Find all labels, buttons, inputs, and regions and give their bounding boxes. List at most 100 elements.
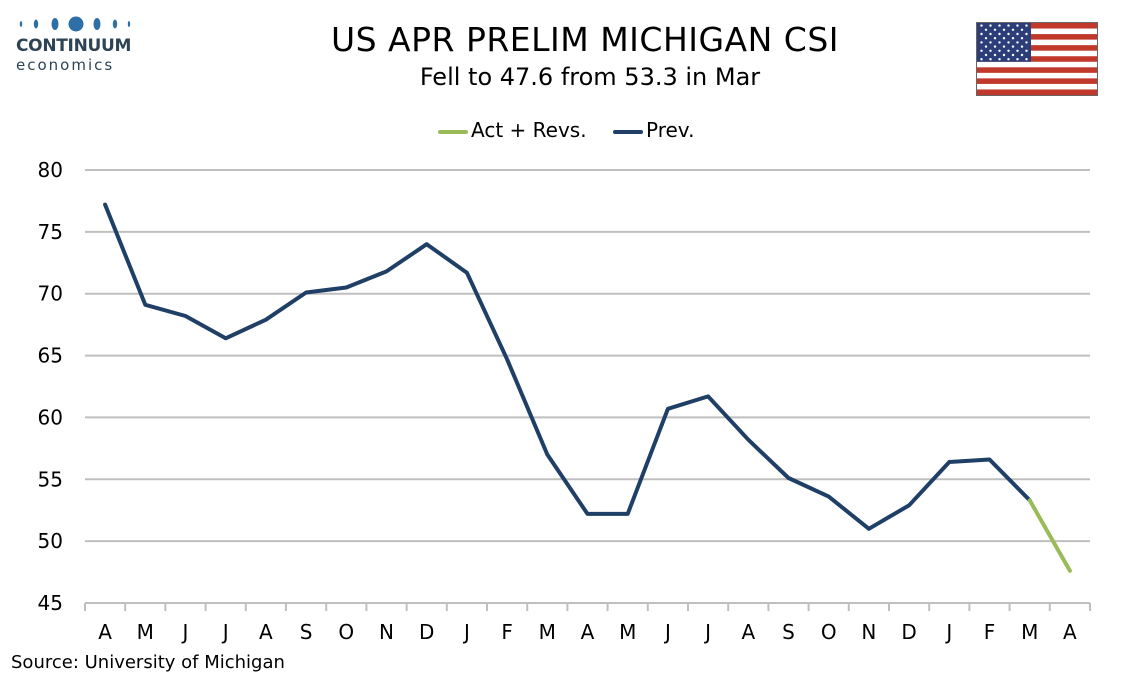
- grid-lines: [85, 169, 1090, 543]
- flag-star: [1002, 45, 1006, 48]
- flag-star: [1007, 32, 1010, 36]
- logo-dots-icon: [19, 16, 131, 32]
- flag-star: [984, 45, 988, 48]
- x-tick-label: F: [501, 620, 513, 644]
- flag-star: [984, 53, 988, 57]
- flag-star: [1025, 24, 1028, 27]
- x-tick-label: M: [619, 620, 636, 644]
- flag-star: [984, 28, 988, 31]
- chart-subtitle: Fell to 47.6 from 53.3 in Mar: [419, 63, 761, 91]
- x-tick-label: J: [703, 620, 711, 644]
- x-tick-label: S: [300, 620, 313, 644]
- flag-star: [1020, 37, 1024, 40]
- flag-star: [1011, 37, 1015, 40]
- flag-star: [989, 49, 992, 52]
- flag-star: [1016, 49, 1019, 52]
- series-line-prev: [103, 202, 1032, 531]
- flag-star: [1025, 32, 1028, 36]
- series-lines: [103, 202, 1072, 573]
- flag-star: [1007, 49, 1010, 52]
- flag-star: [993, 45, 997, 48]
- flag-star: [984, 37, 988, 40]
- flag-star: [989, 41, 992, 44]
- x-axis: [84, 602, 1091, 611]
- flag-star: [1002, 28, 1006, 31]
- y-tick-label: 75: [38, 220, 63, 244]
- flag-star: [993, 37, 997, 40]
- y-axis-tick-labels: 45 50 55 60 65 70 75 80: [38, 158, 63, 615]
- flag-star: [1025, 58, 1028, 61]
- flag-star: [998, 32, 1001, 36]
- flag-star: [1011, 53, 1015, 57]
- flag-star: [980, 32, 983, 36]
- series-line-act-revs: [1027, 498, 1072, 573]
- flag-star: [1007, 41, 1010, 44]
- flag-star: [1007, 58, 1010, 61]
- flag-star: [993, 28, 997, 31]
- flag-star: [1020, 28, 1024, 31]
- flag-star: [980, 58, 983, 61]
- flag-star: [998, 24, 1001, 27]
- x-tick-label: M: [539, 620, 556, 644]
- continuum-economics-logo: CONTINUUM economics: [12, 14, 137, 76]
- x-tick-label: M: [1021, 620, 1038, 644]
- legend-swatch-act-revs: [438, 130, 468, 134]
- x-tick-label: J: [221, 620, 229, 644]
- x-tick-label: F: [984, 620, 996, 644]
- flag-star: [993, 53, 997, 57]
- x-tick-label: O: [821, 620, 837, 644]
- x-tick-label: N: [861, 620, 876, 644]
- flag-star: [998, 49, 1001, 52]
- y-tick-label: 55: [38, 467, 63, 491]
- x-tick-label: D: [901, 620, 916, 644]
- x-tick-label: A: [259, 620, 273, 644]
- y-tick-label: 45: [38, 591, 63, 615]
- flag-star: [989, 58, 992, 61]
- x-tick-label: A: [741, 620, 755, 644]
- y-tick-label: 65: [38, 344, 63, 368]
- flag-star: [1002, 37, 1006, 40]
- flag-star: [980, 24, 983, 27]
- x-tick-label: A: [1063, 620, 1077, 644]
- x-tick-label: J: [944, 620, 952, 644]
- x-tick-label: S: [782, 620, 795, 644]
- flag-star: [1025, 41, 1028, 44]
- y-tick-label: 60: [38, 405, 63, 429]
- flag-star: [989, 32, 992, 36]
- flag-star: [980, 49, 983, 52]
- x-tick-label: O: [338, 620, 354, 644]
- flag-star: [1016, 41, 1019, 44]
- flag-star: [1025, 49, 1028, 52]
- flag-star: [980, 41, 983, 44]
- flag-star: [1016, 32, 1019, 36]
- x-tick-label: N: [379, 620, 394, 644]
- x-tick-label: D: [419, 620, 434, 644]
- flag-star: [1011, 45, 1015, 48]
- y-tick-label: 70: [38, 282, 63, 306]
- flag-star: [1020, 45, 1024, 48]
- flag-star: [998, 58, 1001, 61]
- flag-star: [1016, 24, 1019, 27]
- legend-label-act-revs: Act + Revs.: [471, 118, 587, 142]
- flag-star: [989, 24, 992, 27]
- flag-star: [1020, 53, 1024, 57]
- flag-star: [1007, 24, 1010, 27]
- logo-wordmark: CONTINUUM: [16, 36, 132, 56]
- chart-title: US APR PRELIM MICHIGAN CSI: [330, 20, 840, 59]
- flag-star: [998, 41, 1001, 44]
- flag-star: [1016, 58, 1019, 61]
- flag-star: [1002, 53, 1006, 57]
- x-tick-label: A: [98, 620, 112, 644]
- flag-star: [1011, 28, 1015, 31]
- legend-swatch-prev: [613, 130, 643, 134]
- us-flag-icon: [976, 22, 1098, 96]
- source-note: Source: University of Michigan: [11, 652, 285, 673]
- x-tick-label: J: [462, 620, 470, 644]
- legend-label-prev: Prev.: [646, 118, 695, 142]
- y-tick-label: 50: [38, 529, 63, 553]
- x-tick-label: A: [581, 620, 595, 644]
- y-tick-label: 80: [38, 158, 63, 182]
- x-tick-label: J: [181, 620, 189, 644]
